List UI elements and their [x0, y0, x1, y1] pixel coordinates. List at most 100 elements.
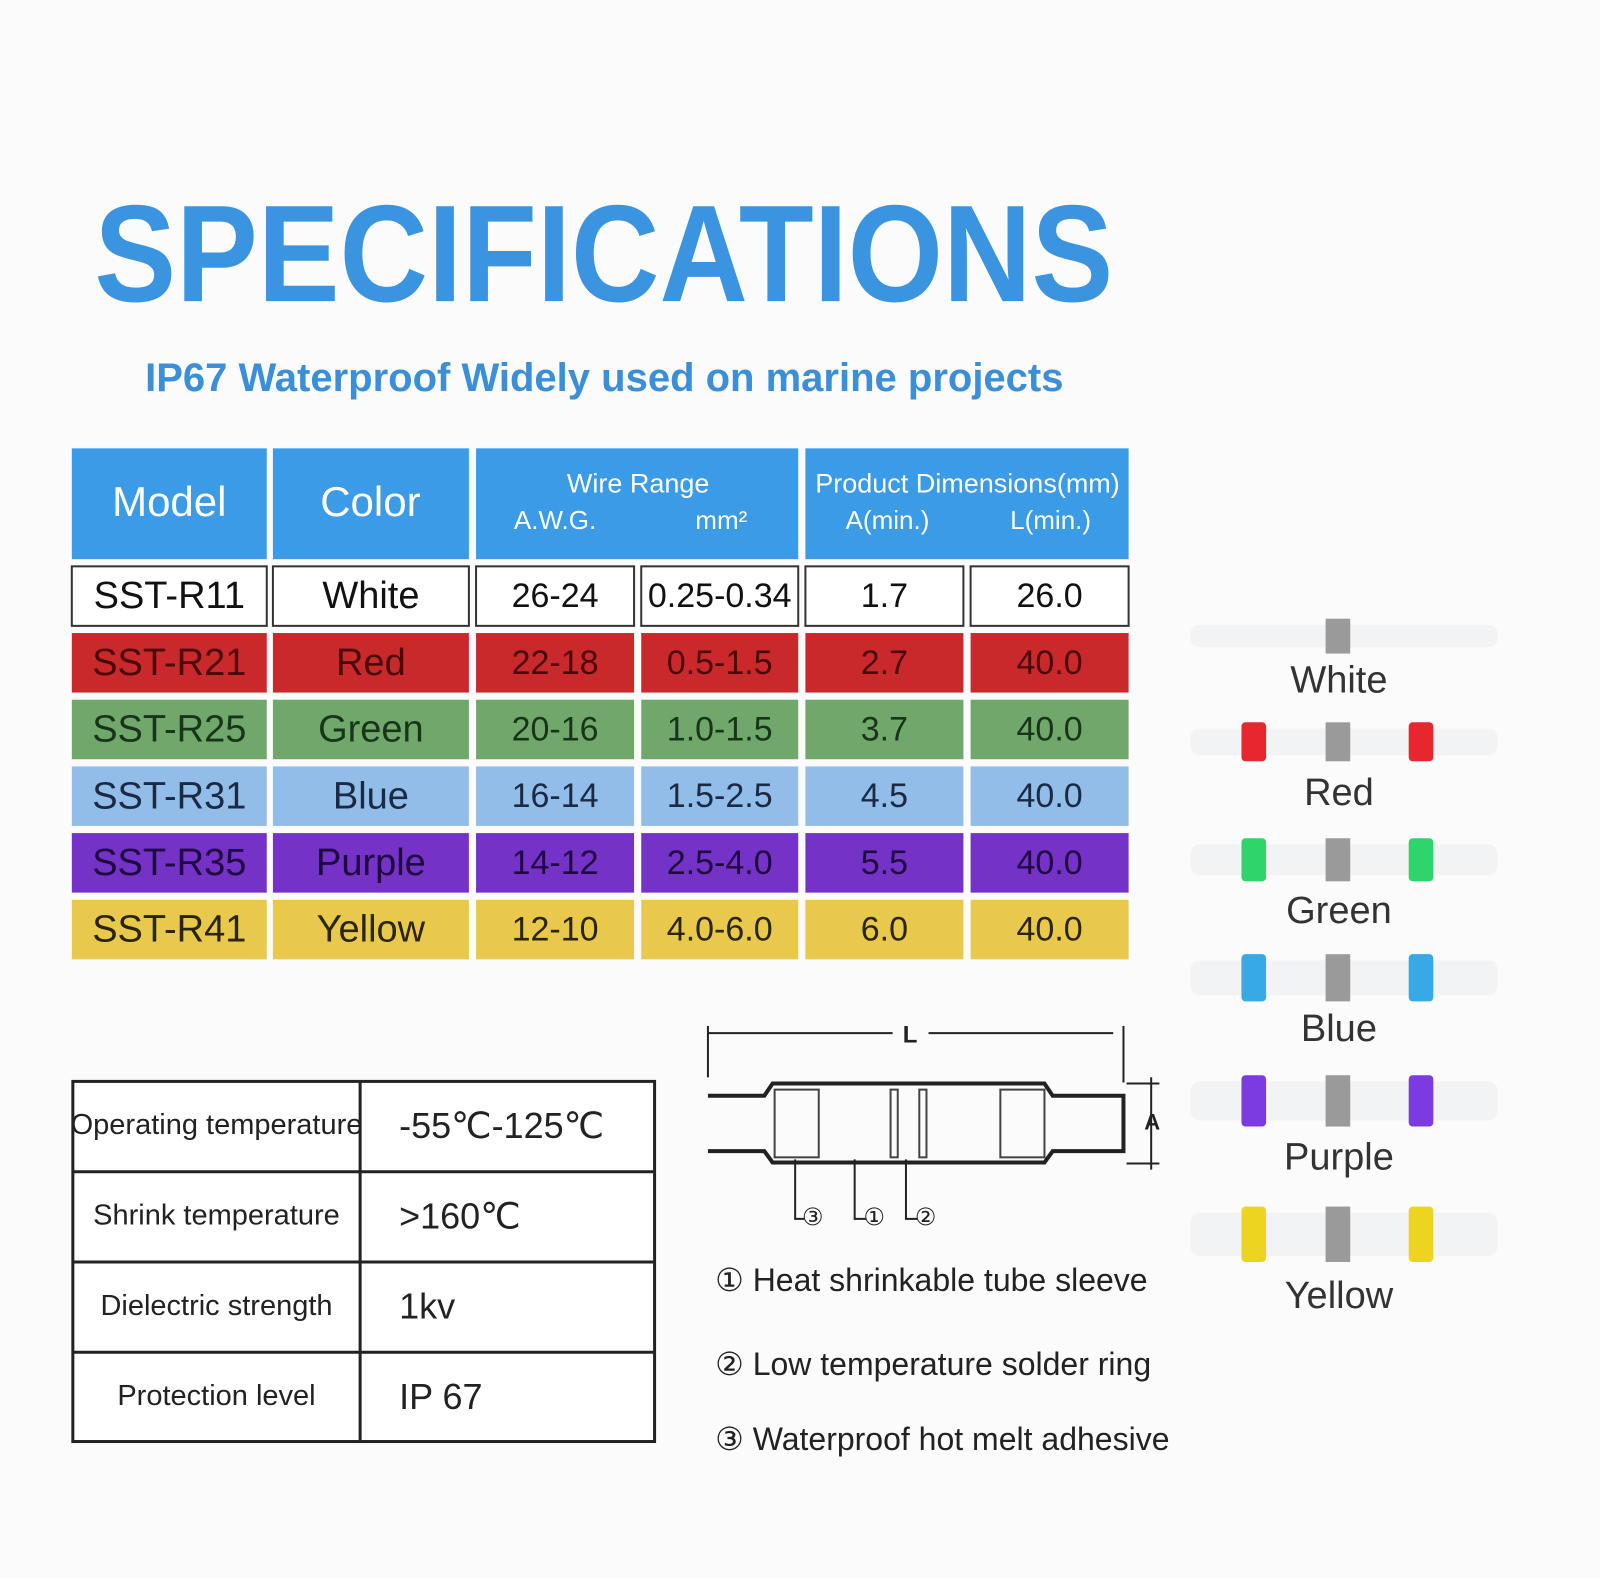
table-cell — [804, 565, 965, 627]
callout-line — [794, 1159, 805, 1220]
table-cell — [476, 766, 635, 826]
property-name: Shrink temperature — [93, 1199, 340, 1231]
table-cell-text: 22-18 — [512, 644, 599, 682]
table-cell-text: 1.0-1.5 — [667, 711, 773, 749]
table-cell — [970, 766, 1129, 826]
table-cell — [272, 766, 469, 826]
table-cell — [71, 833, 267, 893]
table-cell-text: 4.5 — [861, 777, 908, 815]
table-cell-text: 2.7 — [861, 644, 908, 682]
table-cell-text: 1.7 — [861, 577, 908, 615]
table-cell-text: 12-10 — [512, 911, 599, 949]
property-value: 1kv — [399, 1286, 455, 1327]
table-cell — [805, 899, 964, 960]
swatch-ring — [1408, 1206, 1434, 1262]
header-model: Model — [112, 478, 226, 525]
table-cell — [805, 699, 964, 760]
length-label: L — [903, 1022, 918, 1049]
solder-ring — [889, 1088, 899, 1159]
table-cell — [476, 833, 635, 893]
swatch-ring — [1241, 722, 1267, 762]
table-cell — [970, 633, 1129, 693]
table-cell-text: 16-14 — [512, 777, 599, 815]
table-cell — [970, 699, 1129, 760]
table-cell — [272, 633, 469, 693]
table-cell-text: 0.5-1.5 — [667, 644, 773, 682]
table-cell-text: 26.0 — [1017, 577, 1083, 615]
table-cell — [71, 766, 267, 826]
swatch-label: Blue — [1301, 1008, 1377, 1050]
property-name: Protection level — [117, 1380, 315, 1412]
table-cell-text: 1.5-2.5 — [667, 777, 773, 815]
adhesive-ring — [999, 1088, 1046, 1159]
callout: ① — [863, 1204, 885, 1231]
callout: ② — [915, 1204, 937, 1231]
table-cell — [272, 699, 469, 760]
table-cell-text: Green — [318, 709, 424, 751]
header-l-min: L(min.) — [1010, 505, 1091, 535]
swatch-label: Yellow — [1285, 1275, 1394, 1317]
swatch-ring — [1241, 954, 1267, 1002]
table-cell — [641, 699, 799, 760]
header-mm2: mm² — [695, 505, 747, 535]
table-cell — [640, 565, 800, 627]
table-cell-text: 0.25-0.34 — [648, 577, 792, 615]
callout-line — [904, 1159, 918, 1220]
table-cell-text: 40.0 — [1017, 777, 1083, 815]
table-cell-text: SST-R41 — [92, 909, 246, 951]
header-awg: A.W.G. — [514, 505, 596, 535]
header-cell — [272, 448, 469, 560]
table-cell-text: 20-16 — [512, 711, 599, 749]
table-cell-text: SST-R35 — [92, 842, 246, 884]
adhesive-ring — [773, 1088, 820, 1159]
table-cell-text: SST-R21 — [92, 642, 246, 684]
legend-item: ① Heat shrinkable tube sleeve — [715, 1262, 1147, 1298]
table-cell-text: 40.0 — [1017, 911, 1083, 949]
header-cell — [71, 448, 267, 560]
table-cell — [805, 766, 964, 826]
table-cell — [476, 633, 635, 693]
table-cell — [476, 699, 635, 760]
table-cell — [805, 833, 964, 893]
table-cell — [70, 565, 268, 627]
table-cell — [969, 565, 1130, 627]
header-color: Color — [320, 478, 420, 525]
table-cell — [475, 565, 636, 627]
tube-outline — [707, 1081, 1126, 1165]
table-cell — [272, 899, 469, 960]
table-cell-text: SST-R31 — [92, 775, 246, 817]
table-cell-text: Red — [336, 642, 406, 684]
legend-item: ② Low temperature solder ring — [715, 1346, 1151, 1382]
property-name: Dielectric strength — [100, 1290, 332, 1322]
swatch-ring — [1408, 722, 1434, 762]
table-cell — [71, 633, 267, 693]
table-cell — [641, 833, 799, 893]
table-cell — [641, 766, 799, 826]
swatch-label: White — [1290, 659, 1387, 701]
property-name: Operating temperature — [71, 1109, 363, 1141]
table-cell — [476, 899, 635, 960]
table-cell-text: 3.7 — [861, 711, 908, 749]
table-cell-text: White — [322, 575, 419, 617]
table-cell-text: SST-R25 — [92, 709, 246, 751]
swatch-label: Green — [1286, 890, 1392, 932]
swatch-label: Red — [1304, 772, 1374, 814]
swatch-solder — [1325, 722, 1351, 762]
table-cell-text: 5.5 — [861, 844, 908, 882]
table-cell-text: 4.0-6.0 — [667, 911, 773, 949]
swatch-solder — [1325, 1075, 1351, 1127]
table-cell-text: Blue — [333, 775, 409, 817]
solder-ring — [918, 1088, 928, 1159]
header-dimensions: Product Dimensions(mm) — [815, 468, 1120, 498]
table-cell — [970, 899, 1129, 960]
diameter-label: A — [1144, 1109, 1160, 1134]
table-cell-text: 40.0 — [1017, 711, 1083, 749]
swatch-ring — [1408, 954, 1434, 1002]
title: SPECIFICATIONS — [94, 177, 1113, 331]
table-cell — [272, 833, 469, 893]
legend-item: ③ Waterproof hot melt adhesive — [715, 1421, 1169, 1457]
swatch-solder — [1325, 618, 1351, 654]
table-cell-text: 26-24 — [512, 577, 599, 615]
table-cell-text: 40.0 — [1017, 644, 1083, 682]
